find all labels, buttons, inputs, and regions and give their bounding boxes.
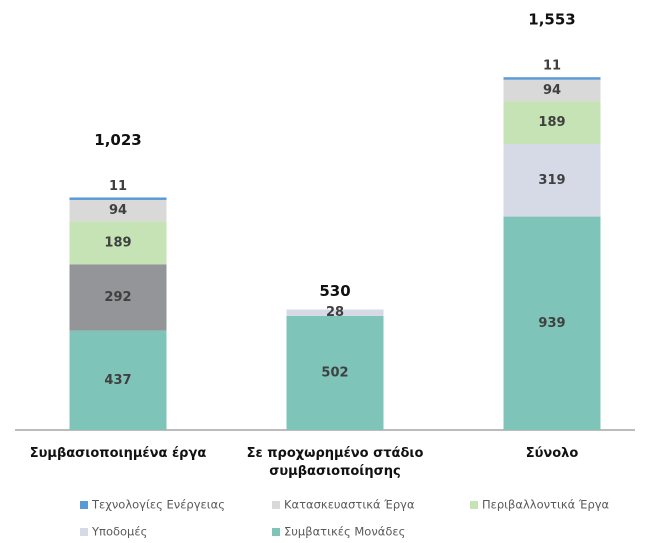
bar-segment <box>503 79 601 102</box>
legend-label: Περιβαλλοντικά Έργα <box>482 498 610 512</box>
bar-segment <box>503 77 601 80</box>
category-label: Συμβασιοποιημένα έργα <box>29 446 207 461</box>
segment-label: 28 <box>326 305 344 320</box>
category-label: Σε προχωρημένο στάδιο συμβασιοποίησης <box>246 446 424 479</box>
bar-segment <box>503 144 601 217</box>
bar-segment <box>503 101 601 145</box>
total-label: 1,023 <box>94 131 141 149</box>
bar-segment <box>69 221 167 265</box>
legend-swatch <box>470 501 478 509</box>
legend-swatch <box>272 501 280 509</box>
category-label: Σύνολο <box>525 446 579 461</box>
segment-label: 292 <box>104 290 131 305</box>
bar-segment <box>69 199 167 222</box>
legend-swatch <box>272 528 280 536</box>
segment-label: 939 <box>538 316 565 331</box>
bar-segment <box>286 315 384 430</box>
segment-label: 319 <box>538 173 565 188</box>
total-label: 1,553 <box>528 11 575 29</box>
segment-label: 189 <box>104 235 131 250</box>
bar-segment <box>69 197 167 200</box>
legend-label: Τεχνολογίες Ενέργειας <box>91 498 225 512</box>
segment-label: 94 <box>543 83 561 98</box>
segment-label: 11 <box>543 59 561 74</box>
segment-label: 437 <box>104 373 131 388</box>
bar-segment <box>286 309 384 316</box>
legend-label: Κατασκευαστικά Έργα <box>284 498 415 512</box>
legend-swatch <box>80 528 88 536</box>
bar-segment <box>69 330 167 430</box>
segment-label: 502 <box>321 365 348 380</box>
legend-label: Υποδομές <box>91 525 147 539</box>
legend-swatch <box>80 501 88 509</box>
bar-segment <box>503 216 601 430</box>
legend-label: Συμβατικές Μονάδες <box>284 525 405 539</box>
segment-label: 189 <box>538 115 565 130</box>
segment-label: 11 <box>109 179 127 194</box>
segment-label: 94 <box>109 203 127 218</box>
total-label: 530 <box>319 282 350 300</box>
bar-segment <box>69 264 167 331</box>
